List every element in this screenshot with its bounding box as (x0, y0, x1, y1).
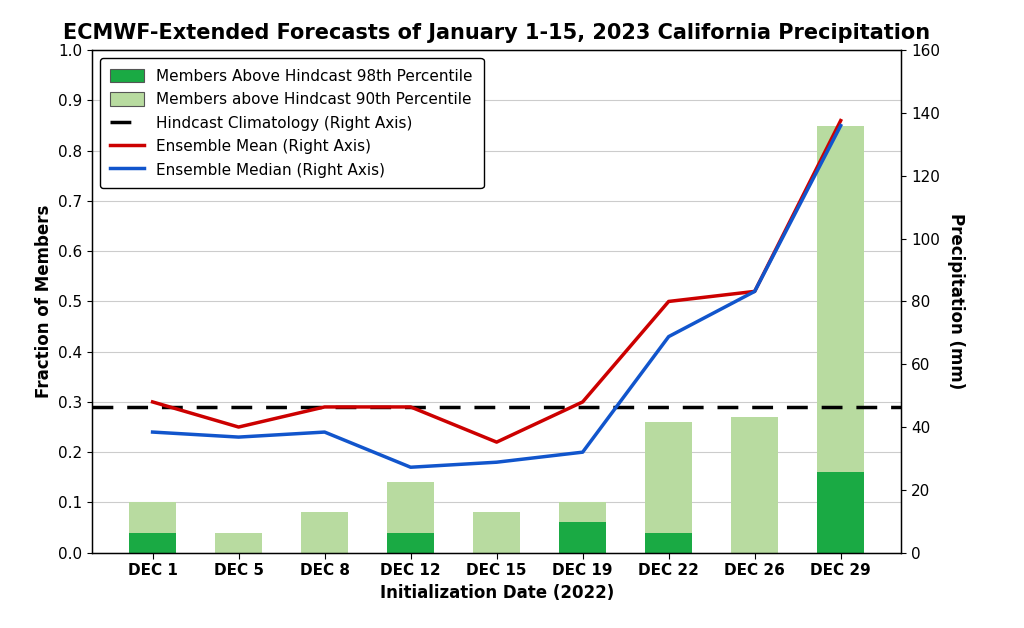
Bar (645, 533, 692, 553)
Bar (387, 533, 434, 553)
Bar (645, 422, 692, 533)
Y-axis label: Fraction of Members: Fraction of Members (35, 205, 52, 398)
Bar (731, 417, 778, 553)
Y-axis label: Precipitation (mm): Precipitation (mm) (947, 214, 965, 389)
Bar (301, 512, 348, 553)
Bar (559, 502, 606, 522)
Bar (817, 126, 864, 472)
Bar (215, 533, 262, 553)
Bar (817, 472, 864, 553)
X-axis label: Initialization Date (2022): Initialization Date (2022) (380, 583, 613, 602)
Bar (387, 482, 434, 533)
Legend: Members Above Hindcast 98th Percentile, Members above Hindcast 90th Percentile, : Members Above Hindcast 98th Percentile, … (99, 58, 483, 188)
Bar (473, 512, 520, 553)
Bar (129, 502, 176, 533)
Bar (559, 522, 606, 553)
Bar (129, 533, 176, 553)
Title: ECMWF-Extended Forecasts of January 1-15, 2023 California Precipitation: ECMWF-Extended Forecasts of January 1-15… (63, 23, 930, 43)
